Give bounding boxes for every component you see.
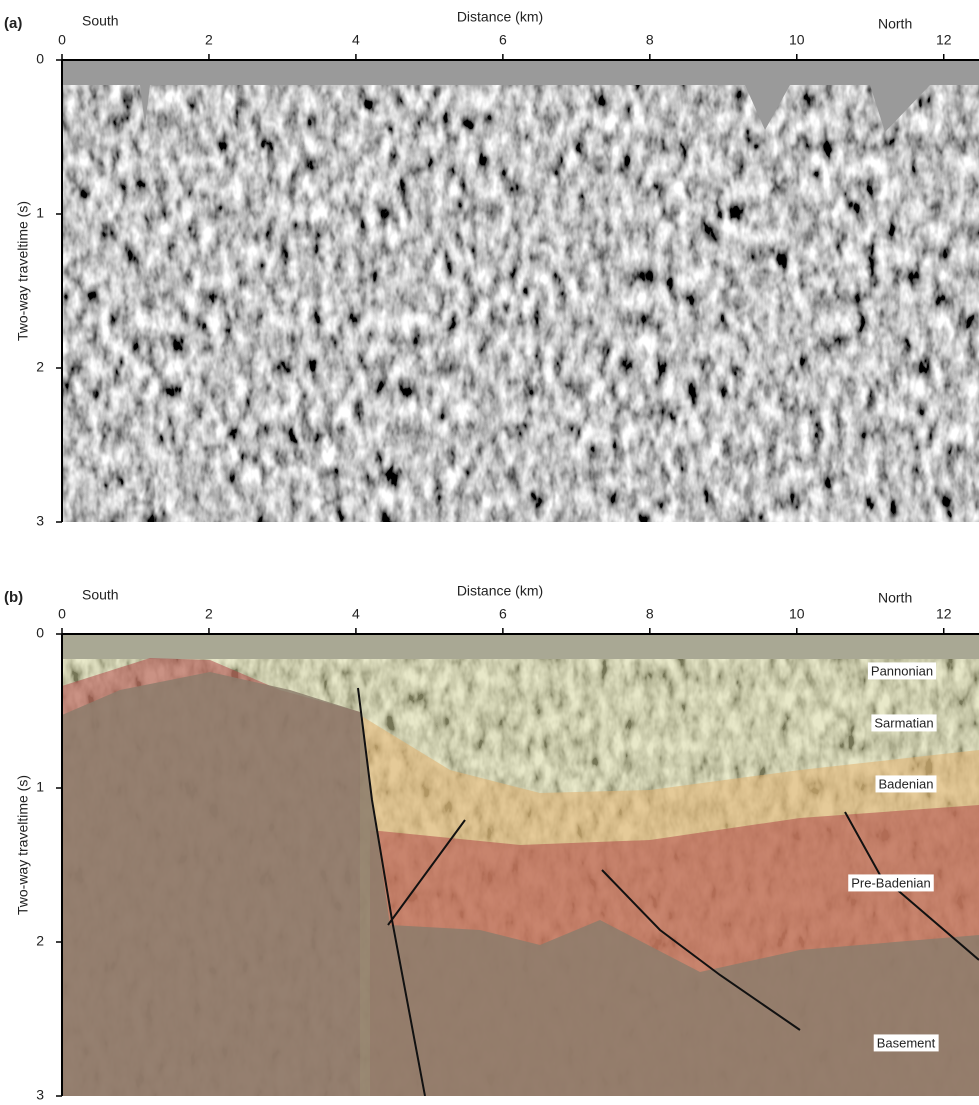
y-axis-title: Two-way traveltime (s) [15, 201, 31, 341]
x-tick-label: 4 [352, 32, 360, 48]
x-tick-label: 10 [789, 32, 805, 48]
x-axis-title: Distance (km) [457, 9, 543, 25]
x-tick-label: 12 [936, 32, 952, 48]
layer-name: Pannonian [871, 663, 933, 678]
layer-label: Sarmatian [871, 714, 936, 731]
interpreted-section [62, 634, 979, 1096]
panel-label: (a) [4, 15, 22, 32]
y-tick-label: 1 [36, 205, 44, 221]
layer-name: Badenian [879, 776, 934, 791]
layer-label: Pre-Badenian [848, 874, 934, 891]
x-axis-title: Distance (km) [457, 583, 543, 599]
y-tick-label: 0 [36, 625, 44, 641]
x-tick-label: 10 [789, 606, 805, 622]
direction-label: South [82, 587, 119, 603]
x-tick-label: 4 [352, 606, 360, 622]
y-axis-title: Two-way traveltime (s) [15, 775, 31, 915]
seismic-section [62, 60, 979, 522]
y-tick-label: 3 [36, 513, 44, 529]
y-tick-label: 2 [36, 933, 44, 949]
layer-label: Basement [874, 1034, 939, 1051]
layer-name: Basement [877, 1035, 936, 1050]
layer-label: Pannonian [868, 662, 936, 679]
layer-name: Sarmatian [874, 715, 933, 730]
layer-label: Badenian [876, 775, 937, 792]
y-tick-label: 2 [36, 359, 44, 375]
x-tick-label: 2 [205, 32, 213, 48]
figure: Pannonian Sarmatian Badenian Pre-Badenian Ba… [0, 0, 979, 1105]
x-tick-label: 0 [58, 32, 66, 48]
direction-label: South [82, 13, 119, 29]
panel-label: (b) [4, 589, 23, 606]
x-tick-label: 12 [936, 606, 952, 622]
x-tick-label: 2 [205, 606, 213, 622]
x-tick-label: 8 [646, 606, 654, 622]
x-tick-label: 6 [499, 32, 507, 48]
y-tick-label: 0 [36, 51, 44, 67]
direction-label: North [878, 16, 912, 32]
direction-label: North [878, 590, 912, 606]
y-tick-label: 3 [36, 1087, 44, 1103]
x-tick-label: 8 [646, 32, 654, 48]
x-tick-label: 0 [58, 606, 66, 622]
layer-name: Pre-Badenian [851, 875, 931, 890]
x-tick-label: 6 [499, 606, 507, 622]
y-tick-label: 1 [36, 779, 44, 795]
